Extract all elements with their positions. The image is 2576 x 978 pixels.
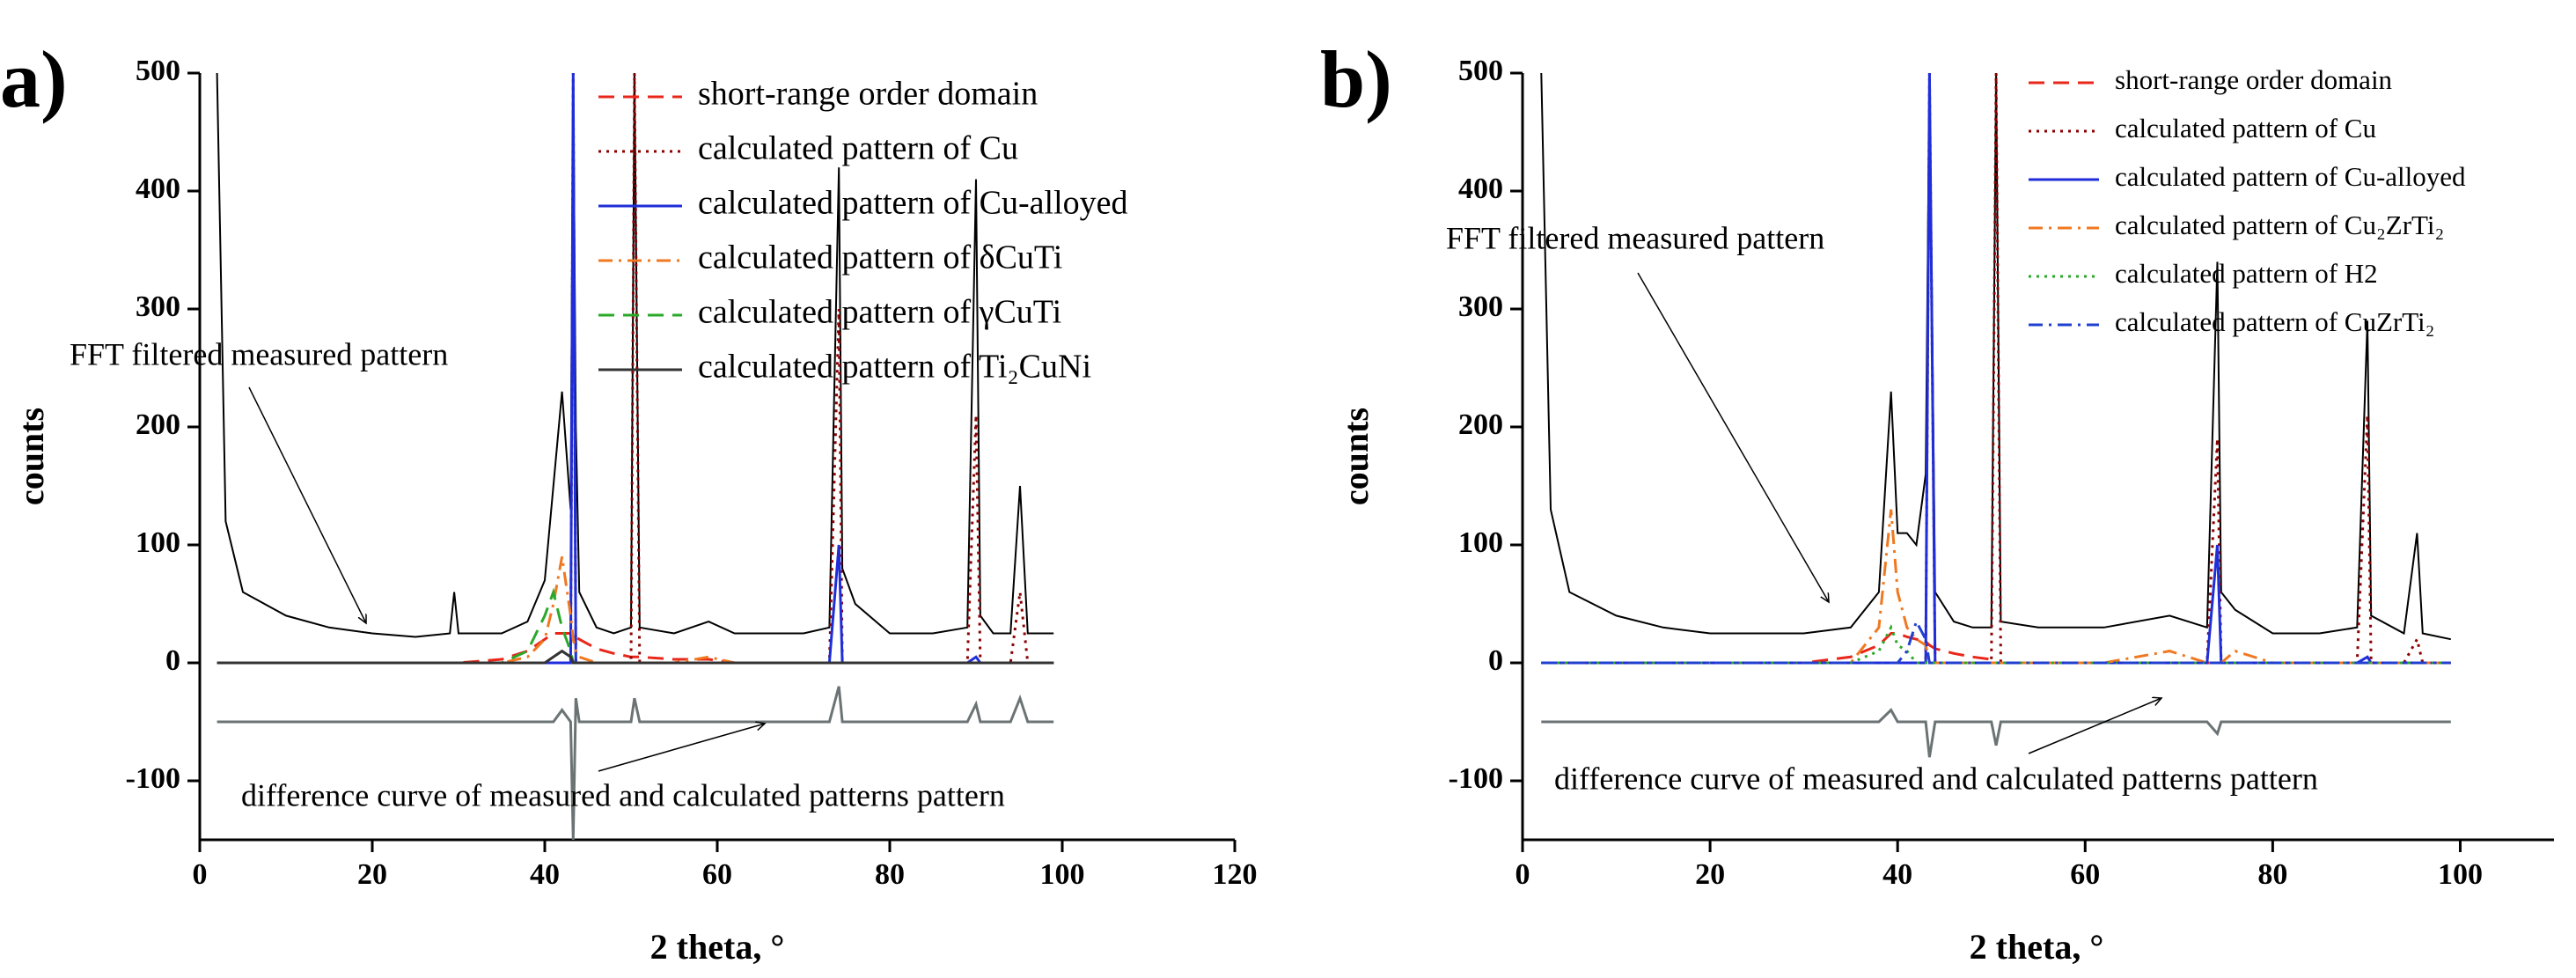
y-axis-label: counts (11, 408, 51, 505)
y-tick-label: 300 (1458, 290, 1503, 323)
series-line (1541, 509, 2451, 665)
x-tick-label: 120 (1213, 858, 1258, 891)
y-tick-label: 0 (1488, 644, 1503, 677)
legend-label: calculated pattern of Ti₂CuNi (698, 349, 1091, 386)
y-tick-label: -100 (126, 762, 180, 795)
x-axis-label: 2 theta, ° (1970, 927, 2104, 967)
legend-label: calculated pattern of γCuTi (698, 294, 1061, 331)
measured-line (216, 73, 1054, 638)
x-tick-label: 60 (2070, 858, 2100, 891)
legend-label: calculated pattern of δCuTi (698, 239, 1062, 276)
plot-area (1540, 73, 2452, 758)
legend-label: short-range order domain (698, 76, 1038, 113)
x-tick-label: 20 (357, 858, 387, 891)
legend-label: calculated pattern of Cu-alloyed (698, 185, 1128, 222)
legend-label: short-range order domain (2115, 64, 2393, 95)
y-tick-label: 300 (136, 290, 180, 323)
x-tick-label: 80 (2257, 858, 2287, 891)
x-tick-label: 60 (702, 858, 732, 891)
x-axis-label: 2 theta, ° (650, 927, 785, 967)
difference-line (217, 686, 1054, 840)
measured-line (1540, 73, 2452, 641)
y-tick-label: 500 (136, 55, 180, 87)
x-tick-label: 0 (1516, 858, 1530, 891)
x-tick-label: 40 (1882, 858, 1912, 891)
annotation-arrow (248, 386, 366, 623)
annotation: FFT filtered measured pattern (1446, 220, 1824, 255)
y-tick-label: 100 (1458, 526, 1503, 559)
y-tick-label: 200 (1458, 408, 1503, 441)
series-line (217, 632, 1054, 665)
series-line (217, 587, 1054, 665)
x-tick-label: 80 (875, 858, 905, 891)
y-tick-label: 400 (1458, 173, 1503, 205)
x-tick-label: 20 (1695, 858, 1725, 891)
plot-area (216, 73, 1054, 840)
legend-label: calculated pattern of H2 (2115, 258, 2378, 289)
series-line (1541, 632, 2451, 665)
panel-label: a) (0, 34, 68, 124)
y-tick-label: 100 (136, 526, 180, 559)
y-tick-label: 200 (136, 408, 180, 441)
annotation: difference curve of measured and calcula… (1554, 761, 2318, 796)
annotation-arrow (598, 724, 765, 772)
legend-label: calculated pattern of Cu (698, 130, 1018, 167)
series-line (217, 556, 1054, 665)
y-tick-label: 500 (1458, 55, 1503, 87)
legend-label: calculated pattern of Cu₂ZrTi₂ (2115, 210, 2444, 240)
y-axis-label: counts (1336, 408, 1376, 505)
annotation: difference curve of measured and calcula… (241, 777, 1005, 813)
y-tick-label: -100 (1449, 762, 1503, 795)
legend-label: calculated pattern of Cu-alloyed (2115, 161, 2466, 192)
annotation-arrow (1637, 272, 1829, 602)
y-tick-label: 0 (165, 644, 180, 677)
annotation-arrow (2028, 698, 2161, 754)
annotation: FFT filtered measured pattern (70, 336, 448, 371)
x-tick-label: 40 (530, 858, 560, 891)
legend-label: calculated pattern of Cu (2115, 113, 2376, 143)
x-tick-label: 0 (193, 858, 208, 891)
series-line (217, 649, 1054, 665)
x-tick-label: 100 (2438, 858, 2483, 891)
panel-label: b) (1320, 34, 1392, 124)
y-tick-label: 400 (136, 173, 180, 205)
x-tick-label: 100 (1040, 858, 1085, 891)
series-line (1541, 618, 2451, 665)
difference-line (1541, 708, 2451, 758)
legend-label: calculated pattern of CuZrTi₂ (2115, 306, 2434, 337)
